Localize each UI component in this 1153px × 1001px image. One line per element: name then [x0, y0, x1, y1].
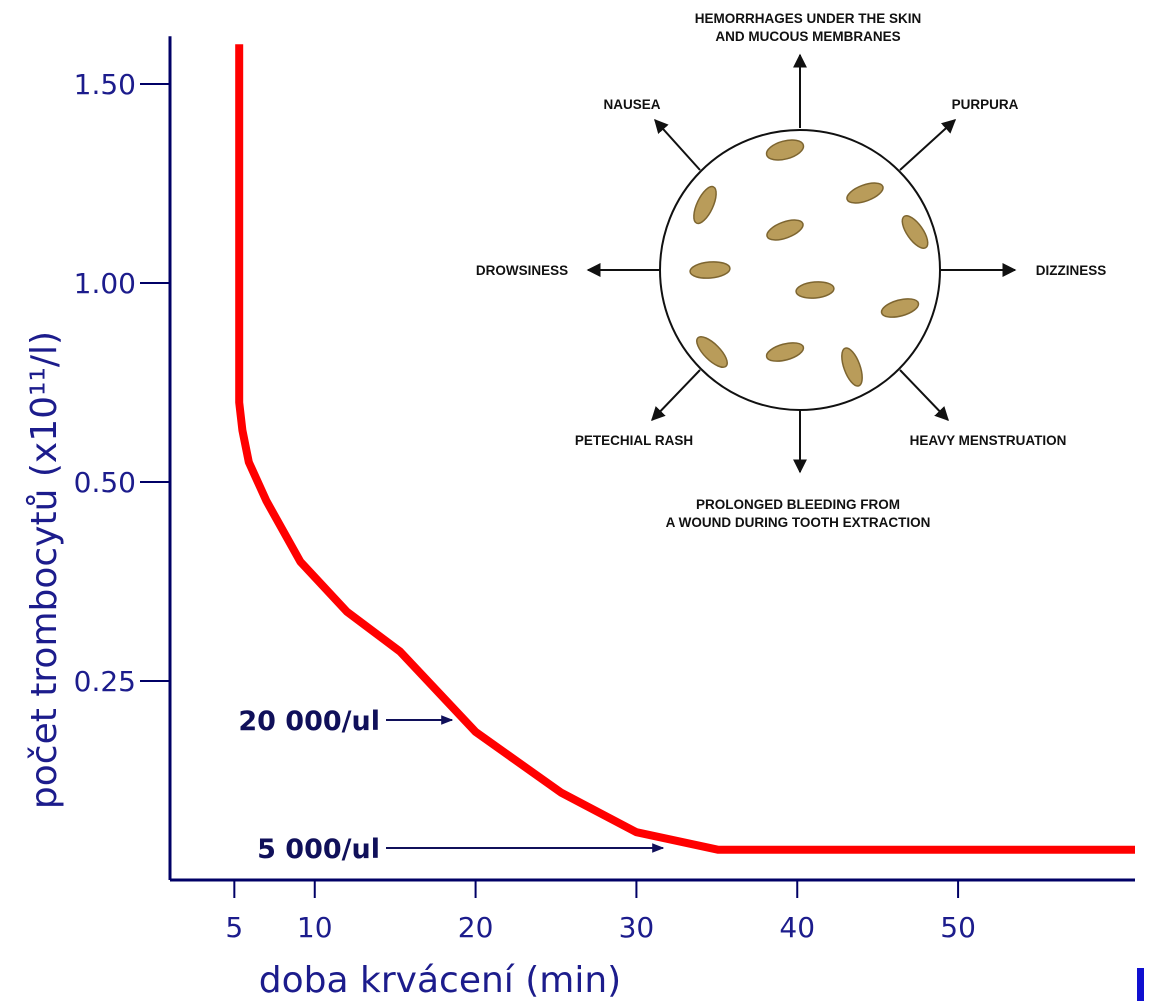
- inset-arrows: [586, 53, 1017, 474]
- inset-label: NAUSEA: [603, 97, 660, 112]
- x-axis-label: doba krvácení (min): [259, 960, 621, 1001]
- x-tick-label: 50: [940, 911, 976, 944]
- annotation: 5 000/ul: [257, 834, 380, 865]
- inset-label: HEMORRHAGES UNDER THE SKIN: [695, 11, 922, 26]
- inset-label: A WOUND DURING TOOTH EXTRACTION: [666, 515, 931, 530]
- x-tick-label: 40: [779, 911, 815, 944]
- data-line: [235, 44, 1135, 854]
- y-tick-label: 1.00: [74, 267, 136, 300]
- inset-label: PROLONGED BLEEDING FROM: [696, 497, 900, 512]
- x-tick-label: 20: [458, 911, 494, 944]
- inset-label: HEAVY MENSTRUATION: [910, 433, 1067, 448]
- y-tick-label: 1.50: [74, 68, 136, 101]
- y-tick-label: 0.25: [74, 665, 136, 698]
- y-tick-label: 0.50: [74, 466, 136, 499]
- y-axis-label: počet trombocytů (x10¹¹/l): [24, 331, 65, 809]
- inset-label: PETECHIAL RASH: [575, 433, 693, 448]
- inset-diagram: HEMORRHAGES UNDER THE SKIN AND MUCOUS MEM…: [476, 11, 1106, 530]
- inset-label: DIZZINESS: [1036, 263, 1107, 278]
- annotation: 20 000/ul: [238, 706, 380, 737]
- x-tick-label: 30: [619, 911, 655, 944]
- platelets: [689, 139, 929, 387]
- x-tick-label: 5: [225, 911, 243, 944]
- x-tick-label: 10: [297, 911, 333, 944]
- inset-label: PURPURA: [952, 97, 1019, 112]
- inset-label: AND MUCOUS MEMBRANES: [715, 29, 900, 44]
- inset-label: DROWSINESS: [476, 263, 568, 278]
- corner-mark: [1137, 968, 1144, 1001]
